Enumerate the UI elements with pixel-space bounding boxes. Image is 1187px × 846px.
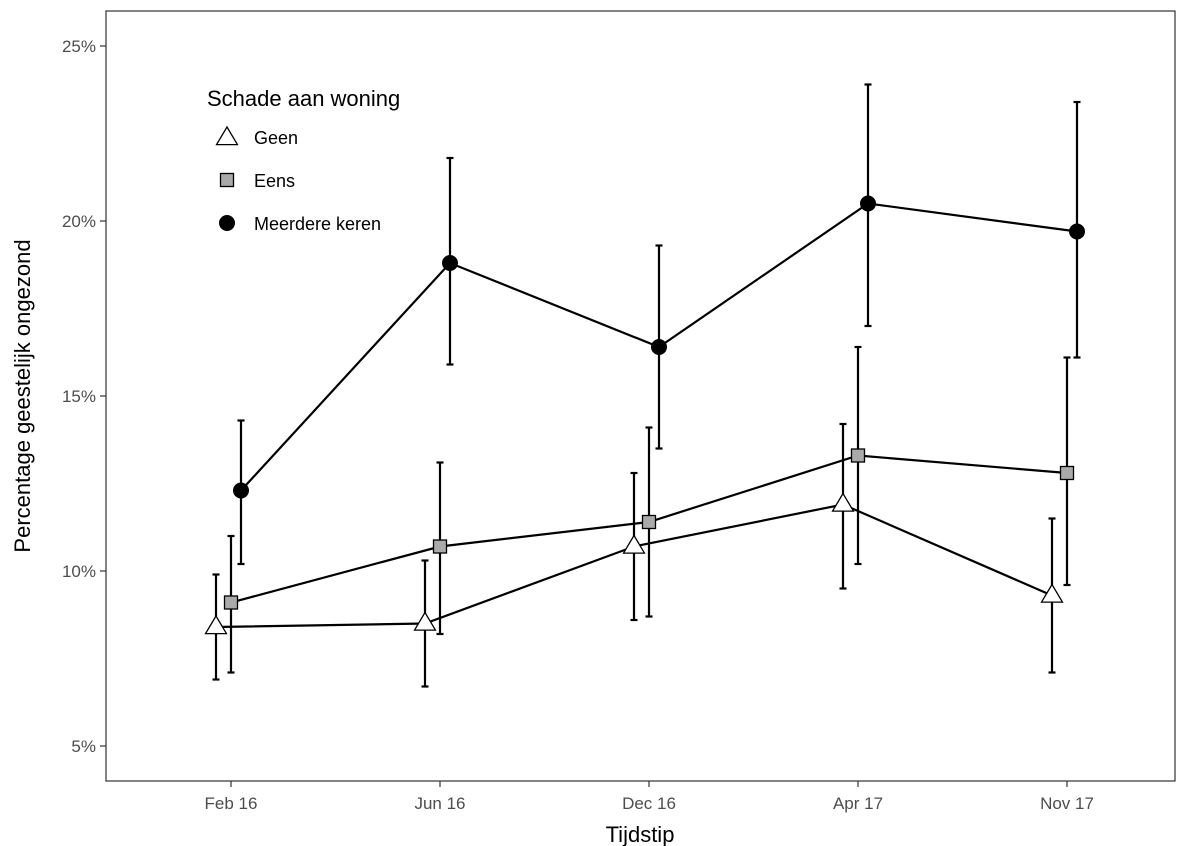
data-point — [641, 514, 657, 530]
legend: Schade aan woning Geen Eens Meerdere keren — [207, 86, 400, 234]
x-tick-label: Nov 17 — [1040, 794, 1094, 813]
x-axis-title: Tijdstip — [606, 822, 675, 846]
legend-label: Eens — [254, 171, 295, 191]
y-tick-label: 20% — [62, 212, 96, 231]
x-tick-label: Apr 17 — [833, 794, 883, 813]
y-tick-label: 10% — [62, 562, 96, 581]
data-point — [1059, 465, 1075, 481]
data-point — [223, 595, 239, 610]
legend-key — [219, 172, 235, 188]
legend-key — [219, 215, 235, 231]
data-point — [204, 614, 228, 635]
y-tick-label: 15% — [62, 387, 96, 406]
data-point — [442, 255, 458, 271]
data-point — [622, 534, 646, 554]
legend-title: Schade aan woning — [207, 86, 400, 111]
x-axis: Feb 16 Jun 16 Dec 16 Apr 17 Nov 17 — [205, 781, 1094, 813]
y-tick-label: 5% — [71, 737, 96, 756]
legend-key — [215, 125, 239, 146]
data-point — [1069, 223, 1085, 240]
data-point — [850, 448, 866, 463]
x-tick-label: Feb 16 — [205, 794, 258, 813]
data-point — [651, 339, 667, 355]
legend-label: Geen — [254, 128, 298, 148]
legend-label: Meerdere keren — [254, 214, 381, 234]
data-point — [432, 539, 448, 554]
data-point — [1040, 583, 1064, 603]
series-meerdere-keren — [233, 83, 1085, 566]
y-tick-label: 25% — [62, 37, 96, 56]
data-point — [831, 492, 855, 512]
series-geen — [204, 422, 1064, 688]
x-tick-label: Jun 16 — [414, 794, 465, 813]
data-point — [860, 195, 876, 212]
data-point — [233, 482, 249, 499]
data-point — [413, 611, 437, 631]
y-axis-title: Percentage geestelijk ongezond — [10, 239, 35, 552]
series-eens — [223, 345, 1075, 674]
data-marks — [204, 83, 1085, 688]
y-axis: 5% 10% 15% 20% 25% — [62, 37, 106, 756]
plot-panel — [105, 10, 1176, 782]
x-tick-label: Dec 16 — [622, 794, 676, 813]
